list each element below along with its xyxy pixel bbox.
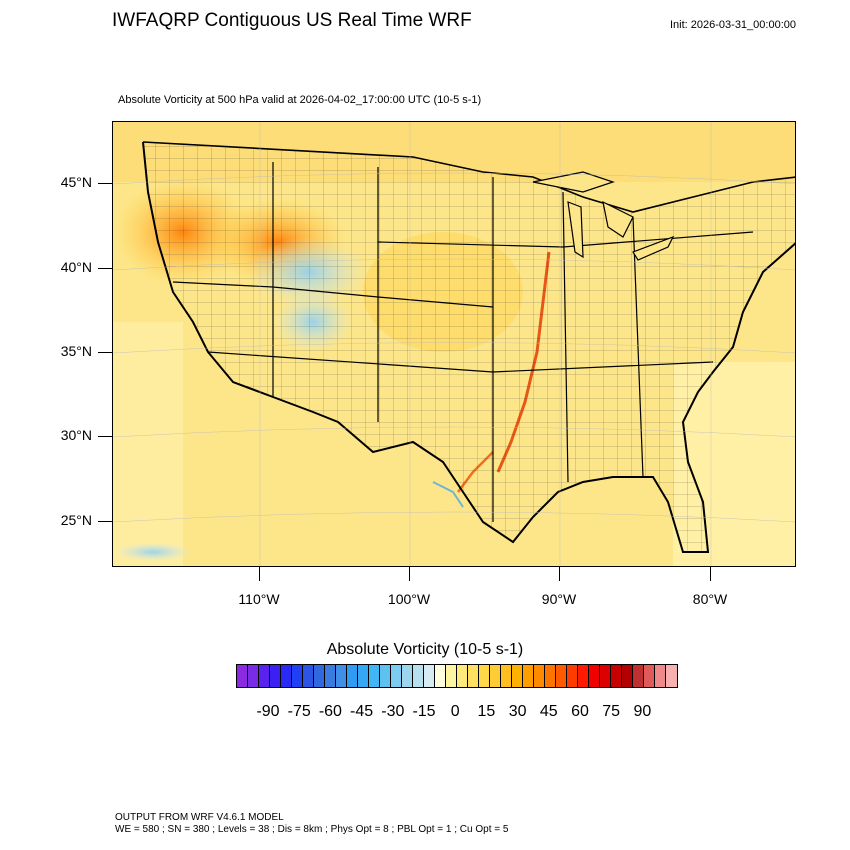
colorbar-swatch xyxy=(270,665,281,687)
land-mask-counties xyxy=(143,142,795,552)
lat-tick xyxy=(98,183,112,184)
init-time-label: Init: 2026-03-31_00:00:00 xyxy=(670,19,796,31)
colorbar-swatch xyxy=(281,665,292,687)
colorbar-swatch xyxy=(248,665,259,687)
colorbar-swatch xyxy=(446,665,457,687)
colorbar-swatch xyxy=(259,665,270,687)
lake-superior xyxy=(532,171,615,193)
colorbar-swatch xyxy=(292,665,303,687)
colorbar-swatch xyxy=(457,665,468,687)
colorbar-label: 90 xyxy=(633,703,652,720)
lat-tick xyxy=(98,352,112,353)
colorbar-swatch xyxy=(325,665,336,687)
lake-erie xyxy=(632,235,675,261)
colorbar-swatch xyxy=(556,665,567,687)
colorbar-swatch xyxy=(655,665,666,687)
vorticity-map xyxy=(113,122,795,566)
lon-tick xyxy=(409,567,410,581)
lake-michigan xyxy=(567,201,584,259)
field-pacific xyxy=(113,322,183,566)
colorbar-swatch xyxy=(600,665,611,687)
colorbar-swatch xyxy=(468,665,479,687)
colorbar-swatch xyxy=(512,665,523,687)
main-title: IWFAQRP Contiguous US Real Time WRF xyxy=(112,10,472,31)
colorbar xyxy=(236,664,678,688)
coastline-conus xyxy=(142,141,795,553)
colorbar-label: -60 xyxy=(318,703,342,720)
colorbar-label: 45 xyxy=(539,703,558,720)
lat-tick xyxy=(98,521,112,522)
colorbar-swatch xyxy=(567,665,578,687)
colorbar-swatch xyxy=(622,665,633,687)
colorbar-swatch xyxy=(534,665,545,687)
colorbar-swatch xyxy=(303,665,314,687)
colorbar-swatch xyxy=(358,665,369,687)
colorbar-label: 15 xyxy=(477,703,496,720)
colorbar-swatch xyxy=(644,665,655,687)
colorbar-swatch xyxy=(380,665,391,687)
colorbar-label: 60 xyxy=(571,703,589,720)
lon-label-90w: 90°W xyxy=(541,591,577,607)
lon-tick xyxy=(259,567,260,581)
colorbar-swatch xyxy=(545,665,556,687)
colorbar-swatch xyxy=(413,665,424,687)
colorbar-label: -15 xyxy=(412,703,436,720)
lon-tick xyxy=(559,567,560,581)
colorbar-swatch xyxy=(336,665,347,687)
colorbar-label: 30 xyxy=(508,703,527,720)
colorbar-swatch xyxy=(424,665,435,687)
graticule xyxy=(113,122,795,566)
vorticity-min-baja xyxy=(113,542,193,562)
colorbar-swatch xyxy=(391,665,402,687)
colorbar-swatch xyxy=(589,665,600,687)
colorbar-swatch xyxy=(666,665,677,687)
lon-label-110w: 110°W xyxy=(238,591,280,607)
colorbar-swatch xyxy=(237,665,248,687)
colorbar-swatch xyxy=(479,665,490,687)
colorbar-label: -75 xyxy=(287,703,311,720)
colorbar-label: -45 xyxy=(350,703,374,720)
colorbar-swatch xyxy=(501,665,512,687)
lat-tick xyxy=(98,436,112,437)
state-borders xyxy=(172,162,754,522)
colorbar-swatch xyxy=(523,665,534,687)
lat-tick xyxy=(98,268,112,269)
colorbar-swatch xyxy=(347,665,358,687)
colorbar-label: 75 xyxy=(602,703,621,720)
colorbar-swatch xyxy=(633,665,644,687)
colorbar-swatch xyxy=(369,665,380,687)
lon-tick xyxy=(710,567,711,581)
lat-label-40n: 40°N xyxy=(60,259,92,275)
lon-label-80w: 80°W xyxy=(692,591,728,607)
legend-title: Absolute Vorticity (10-5 s-1) xyxy=(326,641,524,658)
map-subtitle: Absolute Vorticity at 500 hPa valid at 2… xyxy=(118,94,482,106)
lat-label-45n: 45°N xyxy=(60,174,92,190)
colorbar-label: 0 xyxy=(450,703,460,720)
colorbar-swatch xyxy=(435,665,446,687)
colorbar-swatch xyxy=(402,665,413,687)
lat-label-35n: 35°N xyxy=(60,343,92,359)
lon-label-100w: 100°W xyxy=(387,591,431,607)
vorticity-min-gulf xyxy=(432,481,464,508)
footer-config-line: WE = 580 ; SN = 380 ; Levels = 38 ; Dis … xyxy=(115,824,509,835)
lat-label-30n: 30°N xyxy=(60,427,92,443)
colorbar-swatch xyxy=(611,665,622,687)
colorbar-swatch xyxy=(578,665,589,687)
colorbar-swatch xyxy=(314,665,325,687)
colorbar-label: -30 xyxy=(381,703,405,720)
map-panel xyxy=(112,121,796,567)
lake-huron xyxy=(602,200,634,238)
footer-model-line: OUTPUT FROM WRF V4.6.1 MODEL xyxy=(115,812,284,823)
colorbar-label: -90 xyxy=(256,703,280,720)
colorbar-swatch xyxy=(490,665,501,687)
canada-border xyxy=(142,141,795,213)
lat-label-25n: 25°N xyxy=(60,512,92,528)
